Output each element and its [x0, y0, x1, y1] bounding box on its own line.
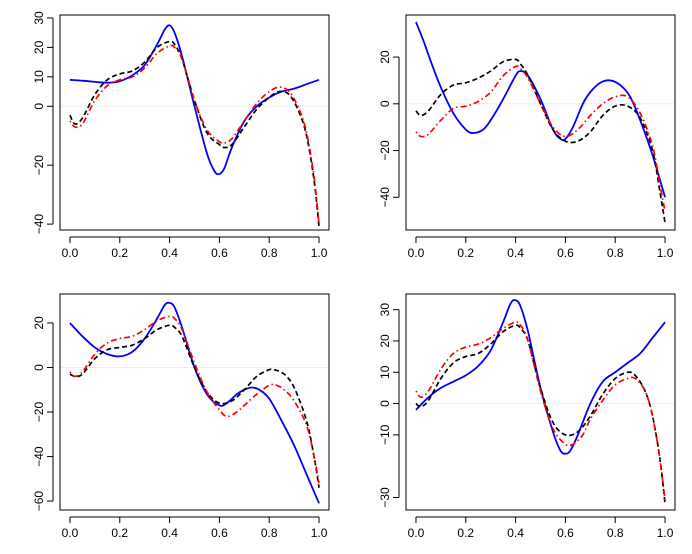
series-line-solid	[69, 301, 320, 504]
y-tick-label: 30	[378, 303, 392, 317]
x-tick-label: 1.0	[657, 246, 674, 260]
y-tick-label: 20	[378, 50, 392, 64]
series-line-dotdash	[69, 315, 320, 484]
plot-frame	[405, 14, 676, 231]
x-tick-label: 0.4	[507, 246, 524, 260]
chart-panel-3: 0.0 0.2 0.4 0.6 0.8 1.0 −60 −40 −20 0 20	[32, 293, 330, 540]
series-line-dashed	[415, 324, 666, 504]
y-axis: −40 −20 0 10 20 30	[32, 11, 54, 235]
y-tick-label: −20	[32, 402, 46, 423]
y-tick-label: 20	[32, 316, 46, 330]
series-line-dashed	[69, 324, 320, 488]
x-tick-label: 0.6	[211, 526, 228, 540]
plot-frame	[59, 14, 330, 231]
x-tick-label: 0.0	[62, 246, 79, 260]
x-axis: 0.0 0.2 0.4 0.6 0.8 1.0	[62, 236, 328, 260]
x-tick-label: 0.0	[62, 526, 79, 540]
x-tick-label: 0.2	[111, 246, 128, 260]
series-line-dotdash	[415, 321, 666, 501]
y-tick-label: 10	[378, 365, 392, 379]
y-tick-label: −40	[32, 446, 46, 467]
x-tick-label: 0.2	[457, 246, 474, 260]
y-tick-label: −20	[378, 140, 392, 161]
x-tick-label: 0.0	[408, 246, 425, 260]
x-tick-label: 1.0	[311, 246, 328, 260]
x-tick-label: 0.2	[111, 526, 128, 540]
y-tick-label: 0	[32, 103, 46, 110]
series-line-solid	[415, 299, 666, 455]
x-tick-label: 0.4	[507, 526, 524, 540]
series-line-dashed	[69, 40, 320, 228]
y-tick-label: −40	[32, 214, 46, 235]
series-line-solid	[415, 21, 666, 198]
x-tick-label: 1.0	[657, 526, 674, 540]
x-axis: 0.0 0.2 0.4 0.6 0.8 1.0	[408, 236, 674, 260]
y-axis: −30 −10 0 10 20 30	[378, 303, 400, 508]
x-tick-label: 1.0	[311, 526, 328, 540]
x-tick-label: 0.6	[211, 246, 228, 260]
series-line-solid	[69, 24, 320, 176]
chart-panel-4: 0.0 0.2 0.4 0.6 0.8 1.0 −30 −10 0 10 20 30	[378, 293, 676, 540]
y-tick-label: 0	[378, 400, 392, 407]
y-axis: −40 −20 0 20	[378, 50, 400, 208]
chart-panel-2: 0.0 0.2 0.4 0.6 0.8 1.0 −40 −20 0 20	[378, 14, 676, 260]
y-tick-label: 0	[378, 100, 392, 107]
series-line-dotdash	[69, 44, 320, 225]
y-tick-label: 30	[32, 11, 46, 25]
plot-frame	[59, 293, 330, 511]
chart-panel-1: 0.0 0.2 0.4 0.6 0.8 1.0 −40 −20 0 10 20 30	[32, 11, 330, 260]
plot-frame	[405, 293, 676, 511]
x-axis: 0.0 0.2 0.4 0.6 0.8 1.0	[62, 516, 328, 540]
series-line-dotdash	[415, 65, 666, 212]
series-line-dashed	[415, 58, 666, 224]
y-axis: −60 −40 −20 0 20	[32, 316, 54, 512]
x-tick-label: 0.4	[161, 246, 178, 260]
y-tick-label: −20	[32, 155, 46, 176]
y-tick-label: 20	[32, 40, 46, 54]
x-tick-label: 0.2	[457, 526, 474, 540]
y-tick-label: −60	[32, 491, 46, 512]
x-tick-label: 0.8	[261, 526, 278, 540]
x-axis: 0.0 0.2 0.4 0.6 0.8 1.0	[408, 516, 674, 540]
x-tick-label: 0.8	[607, 246, 624, 260]
x-tick-label: 0.6	[557, 246, 574, 260]
y-tick-label: 0	[32, 364, 46, 371]
y-tick-label: −30	[378, 487, 392, 508]
x-tick-label: 0.6	[557, 526, 574, 540]
x-tick-label: 0.8	[607, 526, 624, 540]
y-tick-label: −10	[378, 424, 392, 445]
x-tick-label: 0.0	[408, 526, 425, 540]
y-tick-label: 10	[32, 70, 46, 84]
x-tick-label: 0.4	[161, 526, 178, 540]
y-tick-label: −40	[378, 187, 392, 208]
x-tick-label: 0.8	[261, 246, 278, 260]
y-tick-label: 20	[378, 334, 392, 348]
